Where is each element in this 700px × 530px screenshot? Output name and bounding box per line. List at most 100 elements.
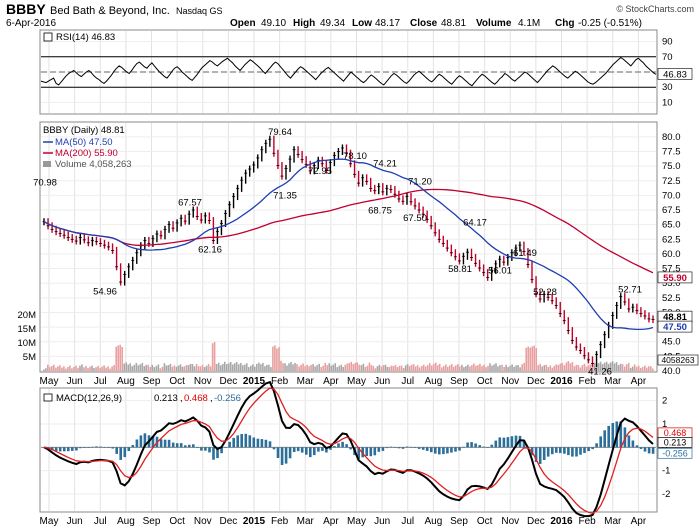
price-tick: 57.5 — [662, 264, 681, 275]
macd-hist-bar — [240, 434, 243, 448]
macd-hist-bar — [647, 447, 651, 454]
price-tick: 45.0 — [662, 337, 681, 348]
macd-hist-bar — [502, 437, 506, 448]
x-tick-label: Jun — [67, 376, 83, 387]
volume-tick: 15M — [18, 324, 37, 335]
volume-bar — [268, 364, 270, 371]
volume-bar — [235, 362, 238, 371]
rsi-value-tag-box — [657, 68, 693, 80]
volume-bar — [555, 364, 558, 371]
macd-hist-bar — [63, 447, 66, 452]
volume-bar — [485, 367, 487, 371]
volume-bar — [376, 366, 379, 371]
volume-bar — [201, 365, 204, 371]
volume-bar — [481, 366, 483, 371]
volume-bar — [252, 364, 254, 371]
volume-bar — [525, 347, 527, 371]
volume-bar — [296, 364, 298, 371]
header: BBBY Bed Bath & Beyond, Inc. Nasdaq GS 6… — [6, 1, 694, 29]
volume-bar — [410, 364, 413, 371]
volume-bar — [432, 363, 435, 371]
volume-bar — [143, 366, 146, 371]
macd-hist-bar — [204, 447, 207, 451]
price-annotation: 67.57 — [178, 198, 202, 209]
volume-bar — [629, 367, 632, 371]
macd-hist-bar — [196, 447, 199, 448]
volume-bar — [334, 363, 336, 371]
macd-hist-bar — [188, 444, 191, 448]
x-tick-label-bottom: Oct — [169, 516, 185, 527]
macd-hist-bar — [317, 447, 320, 452]
volume-bar — [652, 368, 654, 371]
volume-bar — [161, 366, 164, 371]
volume-bar — [129, 363, 131, 371]
volume-bar — [314, 366, 316, 371]
macd-hist-bar — [534, 447, 538, 462]
volume-bar — [362, 363, 365, 371]
volume-bar — [123, 363, 125, 371]
volume-bar — [457, 364, 459, 371]
macd-hist-bar — [546, 447, 550, 457]
macd-signal-tag: 0.468 — [664, 428, 687, 438]
volume-bar — [563, 365, 566, 371]
macd-hist-bar — [252, 437, 256, 448]
volume-bar — [531, 346, 533, 371]
macd-hist-bar — [357, 447, 360, 460]
chg-value: -0.25 (-0.51%) — [578, 18, 642, 29]
close-tag: 48.81 — [663, 312, 687, 323]
x-tick-label-bottom: 2015 — [243, 516, 266, 527]
volume-bar — [392, 366, 395, 371]
volume-bar — [250, 365, 252, 371]
macd-hist-bar — [434, 447, 437, 454]
chg-label: Chg — [555, 18, 574, 29]
volume-bar — [147, 364, 150, 371]
macd-hist-bar — [163, 439, 167, 448]
volume-bar — [149, 367, 152, 371]
volume-bar — [262, 363, 264, 371]
volume-bar — [209, 366, 212, 371]
macd-hist-bar — [79, 447, 82, 449]
volume-bar — [641, 367, 644, 371]
volume-bar — [189, 363, 192, 371]
volume-bar — [360, 365, 363, 371]
volume-bar — [101, 366, 103, 371]
x-tick-label-bottom: Nov — [194, 516, 212, 527]
volume-bar — [418, 367, 421, 371]
volume-bar — [541, 366, 543, 371]
macd-hist-bar — [555, 447, 558, 453]
volume-bar — [244, 364, 246, 371]
volume-bar — [153, 367, 156, 371]
price-annotation: 71.35 — [273, 190, 297, 201]
price-tick: 77.5 — [662, 146, 681, 157]
close-value: 48.81 — [441, 18, 466, 29]
macd-hist-bar — [296, 447, 300, 452]
macd-hist-tag: -0.256 — [662, 448, 688, 458]
volume-bar — [553, 365, 556, 371]
volume-bar — [384, 364, 387, 371]
high-value: 49.34 — [320, 18, 345, 29]
volume-bar — [527, 346, 529, 371]
macd-hist-bar — [510, 436, 514, 448]
axis-layer: May May Jun Jun Jul Jul Aug Aug Sep Sep Oct Oct Nov N… — [18, 37, 699, 527]
volume-bar — [633, 364, 636, 371]
price-annotation: 52.28 — [533, 287, 557, 298]
macd-hist-bar — [389, 446, 393, 448]
volume-bar — [609, 362, 612, 371]
macd-label: MACD(12,26,9) — [56, 393, 122, 404]
close-label: Close — [410, 18, 438, 29]
volume-bar — [121, 347, 123, 371]
volume-bar — [75, 365, 77, 371]
volume-bar — [414, 366, 417, 371]
macd-hist-bar — [179, 443, 183, 448]
macd-hist-bar — [248, 435, 252, 448]
x-tick-label-bottom: Sep — [143, 516, 161, 527]
volume-bar — [436, 365, 439, 371]
annotation-layer: 70.98 54.96 67.57 62.16 79.64 71.35 72.95 78.10… — [33, 127, 642, 378]
price-annotation: 74.21 — [373, 159, 397, 170]
volume-bar — [330, 365, 332, 371]
volume-bar — [260, 364, 262, 371]
macd-hist-bar — [292, 447, 296, 452]
price-tick: 75.0 — [662, 161, 681, 172]
legend-volume: Volume 4,058,263 — [55, 159, 132, 170]
